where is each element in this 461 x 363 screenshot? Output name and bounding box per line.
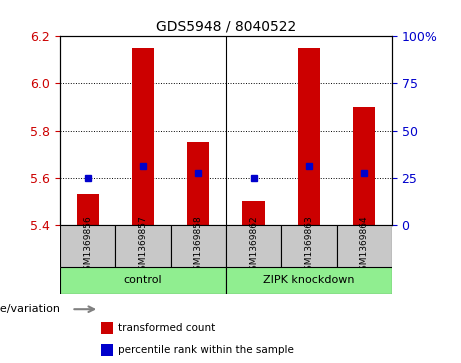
Text: GSM1369857: GSM1369857 (138, 216, 148, 276)
Text: genotype/variation: genotype/variation (0, 304, 60, 314)
FancyBboxPatch shape (115, 225, 171, 267)
Text: transformed count: transformed count (118, 323, 215, 333)
Text: GSM1369862: GSM1369862 (249, 216, 258, 276)
Text: GSM1369858: GSM1369858 (194, 216, 203, 276)
Text: percentile rank within the sample: percentile rank within the sample (118, 345, 294, 355)
FancyBboxPatch shape (226, 225, 281, 267)
FancyBboxPatch shape (281, 225, 337, 267)
Bar (101, 344, 113, 356)
Title: GDS5948 / 8040522: GDS5948 / 8040522 (156, 20, 296, 34)
Bar (242, 201, 265, 225)
FancyBboxPatch shape (60, 225, 115, 267)
Bar (77, 195, 99, 225)
Text: GSM1369863: GSM1369863 (304, 216, 313, 276)
FancyBboxPatch shape (171, 225, 226, 267)
Bar (298, 48, 320, 225)
Bar (353, 107, 375, 225)
Text: GSM1369856: GSM1369856 (83, 216, 92, 276)
Text: ZIPK knockdown: ZIPK knockdown (263, 276, 355, 285)
FancyBboxPatch shape (337, 225, 392, 267)
Text: control: control (124, 276, 162, 285)
FancyBboxPatch shape (60, 267, 226, 294)
Bar (187, 143, 209, 225)
FancyBboxPatch shape (226, 267, 392, 294)
Bar (101, 322, 113, 334)
Bar (132, 48, 154, 225)
Text: GSM1369864: GSM1369864 (360, 216, 369, 276)
